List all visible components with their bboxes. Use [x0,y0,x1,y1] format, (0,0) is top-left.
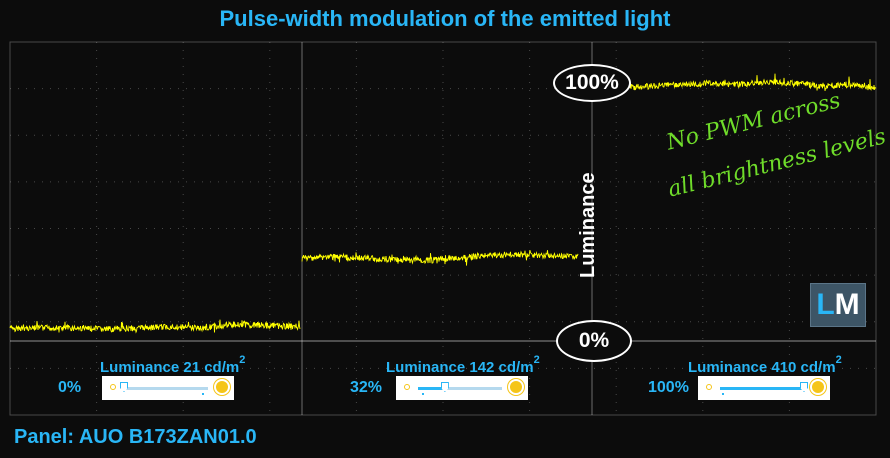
slider-thumb[interactable] [800,382,808,392]
slider-thumb[interactable] [120,382,128,392]
luminance-label-0: Luminance 21 cd/m2 [100,354,246,376]
waveform-trace-0% [9,319,301,334]
waveform-trace-32% [301,250,579,266]
slider-fill [418,387,445,390]
luminance-sup-2: 2 [835,354,842,366]
panel-label: Panel: AUO B173ZAN01.0 [14,426,257,448]
sun-large-icon [510,381,522,393]
brightness-percent-0: 0% [58,379,82,396]
slider-tick [202,393,204,395]
brightness-percent-2: 100% [648,379,689,396]
slider-tick [722,393,724,395]
sun-small-icon [706,384,712,390]
logo-letter-l: L [816,288,835,321]
luminance-label-1: Luminance 142 cd/m2 [386,354,540,376]
chart-title: Pulse-width modulation of the emitted li… [219,6,671,31]
sun-small-icon [110,384,116,390]
slider-track [124,387,208,390]
slider-thumb[interactable] [440,382,449,392]
brightness-slider-0[interactable] [102,376,234,400]
luminance-text-0: Luminance 21 cd/m [100,359,240,376]
level-0-label: 0% [556,320,632,362]
slider-fill [720,387,804,390]
waveform-traces [9,73,877,334]
luminance-text-1: Luminance 142 cd/m [386,359,534,376]
luminance-text-2: Luminance 410 cd/m [688,359,836,376]
brightness-slider-2[interactable] [698,376,830,400]
logo-letter-m: M [834,288,860,321]
luminance-sup-1: 2 [533,354,540,366]
plot-frame [9,41,877,416]
luminance-label-2: Luminance 410 cd/m2 [688,354,842,376]
plot-grid [10,42,876,415]
brightness-slider-1[interactable] [396,376,528,400]
sun-large-icon [216,381,228,393]
level-100-label: 100% [553,64,631,102]
sun-large-icon [812,381,824,393]
lm-logo: LM [810,283,866,327]
waveform-trace-100% [629,73,877,91]
slider-tick [422,393,424,395]
slider-track [418,387,502,390]
luminance-axis-label: Luminance [577,172,599,278]
sun-small-icon [404,384,410,390]
luminance-sup-0: 2 [239,354,246,366]
brightness-percent-1: 32% [350,379,383,396]
